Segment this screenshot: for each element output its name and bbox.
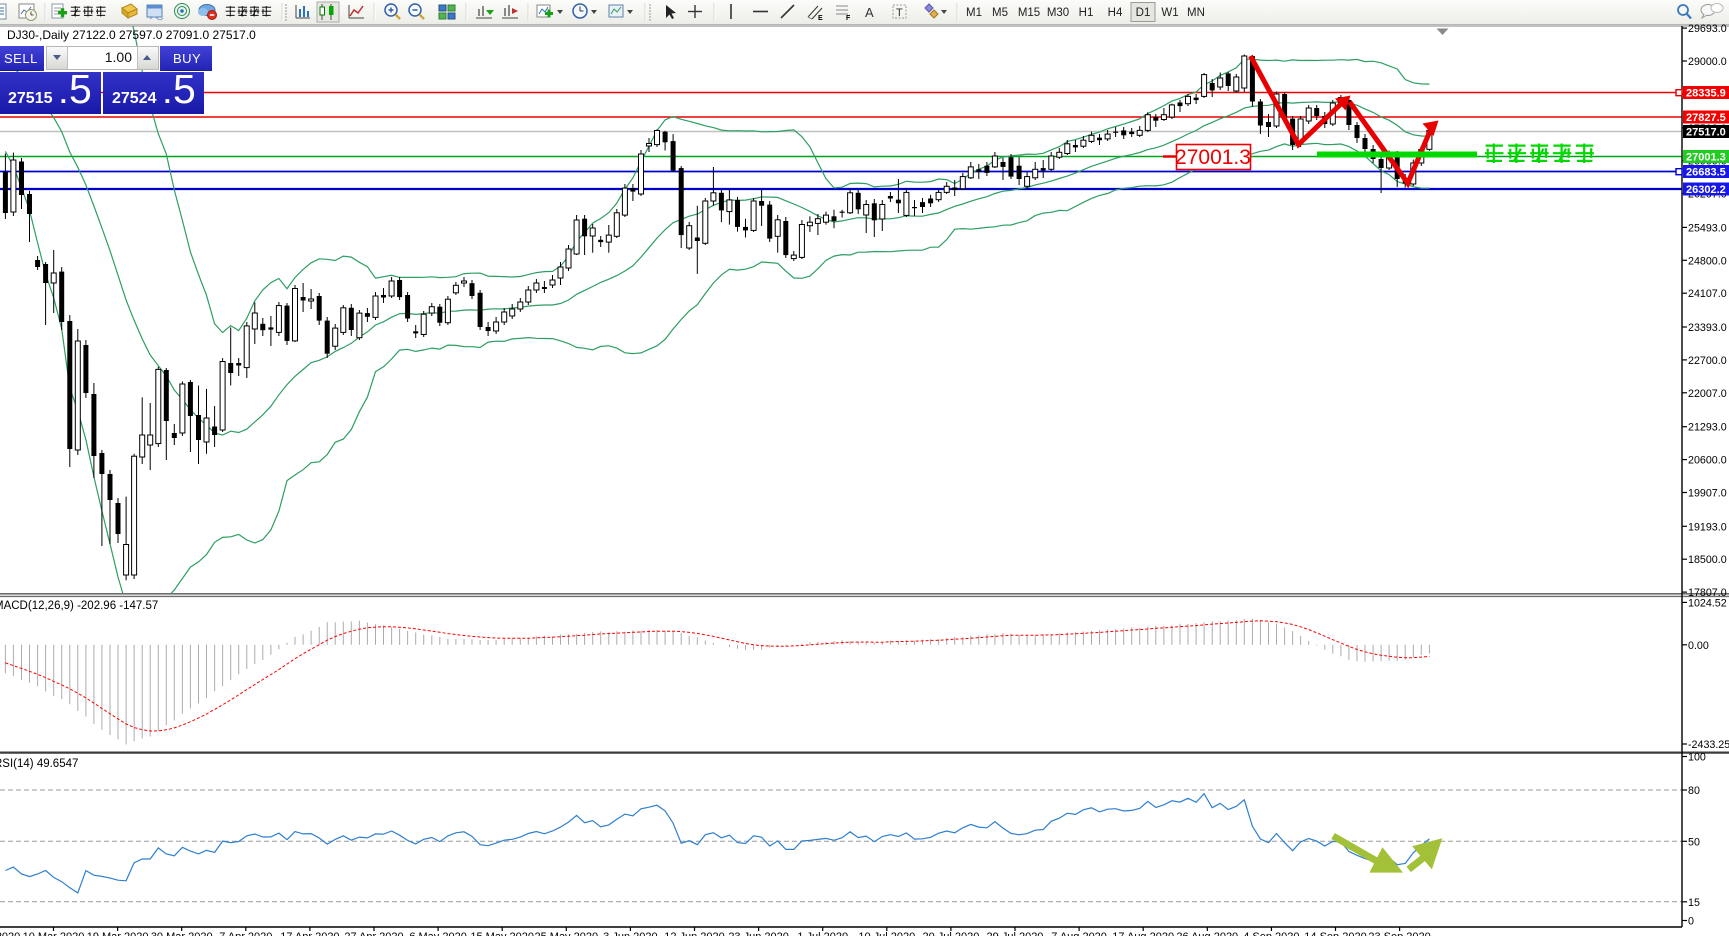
svg-text:F: F [846,15,851,22]
svg-text:23393.0: 23393.0 [1688,322,1727,334]
svg-text:MN: MN [1187,7,1205,19]
svg-text:D1: D1 [1136,7,1151,19]
svg-text:10 Jul 2020: 10 Jul 2020 [858,931,915,936]
svg-text:22007.0: 22007.0 [1688,388,1727,400]
svg-text:M30: M30 [1047,7,1069,19]
svg-text:MACD(12,26,9) -202.96 -147.57: MACD(12,26,9) -202.96 -147.57 [0,600,158,612]
svg-text:0: 0 [1688,916,1694,928]
svg-text:19193.0: 19193.0 [1688,521,1727,533]
svg-text:29693.0: 29693.0 [1688,23,1727,35]
svg-text:RSI(14) 49.6547: RSI(14) 49.6547 [0,758,78,770]
svg-text:3 Jun 2020: 3 Jun 2020 [603,931,657,936]
svg-text:H1: H1 [1079,7,1094,19]
svg-text:-2433.25: -2433.25 [1688,739,1729,751]
svg-text:19 Mar 2020: 19 Mar 2020 [87,931,149,936]
svg-text:18500.0: 18500.0 [1688,554,1727,566]
svg-text:24800.0: 24800.0 [1688,255,1727,267]
svg-text:22700.0: 22700.0 [1688,355,1727,367]
svg-text:15 May 2020: 15 May 2020 [470,931,534,936]
svg-text:20600.0: 20600.0 [1688,455,1727,467]
svg-text:A: A [865,5,874,20]
svg-text:27 Apr 2020: 27 Apr 2020 [344,931,403,936]
svg-text:26683.5: 26683.5 [1686,167,1726,179]
svg-text:15: 15 [1688,897,1700,909]
svg-text:25 May 2020: 25 May 2020 [534,931,598,936]
svg-text:M5: M5 [992,7,1008,19]
svg-text:23 Jun 2020: 23 Jun 2020 [728,931,789,936]
svg-text:28335.9: 28335.9 [1686,88,1726,100]
svg-text:7 Apr 2020: 7 Apr 2020 [219,931,272,936]
svg-text:19907.0: 19907.0 [1688,488,1727,500]
svg-text:29 Jul 2020: 29 Jul 2020 [987,931,1044,936]
svg-text:M15: M15 [1018,7,1040,19]
svg-text:7 Aug 2020: 7 Aug 2020 [1051,931,1107,936]
svg-text:29000.0: 29000.0 [1688,56,1727,68]
svg-text:W1: W1 [1161,7,1178,19]
svg-text:T: T [896,7,903,19]
svg-text:4 Sep 2020: 4 Sep 2020 [1243,931,1299,936]
svg-text:24107.0: 24107.0 [1688,288,1727,300]
svg-text:21293.0: 21293.0 [1688,422,1727,434]
svg-text:27 Feb 2020: 27 Feb 2020 [0,931,20,936]
svg-text:23 Sep 2020: 23 Sep 2020 [1368,931,1430,936]
svg-text:1024.52: 1024.52 [1688,597,1727,609]
svg-text:17 Apr 2020: 17 Apr 2020 [280,931,339,936]
svg-text:M1: M1 [966,7,982,19]
svg-text:30 Mar 2020: 30 Mar 2020 [151,931,213,936]
svg-text:6 May 2020: 6 May 2020 [409,931,466,936]
svg-text:14 Sep 2020: 14 Sep 2020 [1304,931,1366,936]
svg-text:H4: H4 [1108,7,1123,19]
svg-text:0.00: 0.00 [1688,640,1709,652]
svg-text:26 Aug 2020: 26 Aug 2020 [1176,931,1238,936]
svg-text:12 Jun 2020: 12 Jun 2020 [664,931,725,936]
svg-text:10 Mar 2020: 10 Mar 2020 [23,931,85,936]
svg-text:25493.0: 25493.0 [1688,222,1727,234]
svg-text:26302.2: 26302.2 [1686,184,1726,196]
svg-text:27001.3: 27001.3 [1686,152,1726,164]
svg-text:1 Jul 2020: 1 Jul 2020 [797,931,848,936]
svg-text:17 Aug 2020: 17 Aug 2020 [1112,931,1174,936]
svg-text:27517.0: 27517.0 [1686,127,1726,139]
svg-text:100: 100 [1688,752,1706,764]
svg-text:27827.5: 27827.5 [1686,112,1726,124]
svg-text:17807.0: 17807.0 [1688,587,1727,599]
svg-text:27001.3: 27001.3 [1175,146,1251,169]
svg-text:E: E [818,15,823,22]
svg-text:20 Jul 2020: 20 Jul 2020 [922,931,979,936]
svg-text:DJ30-,Daily 27122.0 27597.0 2: DJ30-,Daily 27122.0 27597.0 27091.0 2751… [7,28,256,42]
svg-text:50: 50 [1688,836,1700,848]
svg-text:80: 80 [1688,785,1700,797]
